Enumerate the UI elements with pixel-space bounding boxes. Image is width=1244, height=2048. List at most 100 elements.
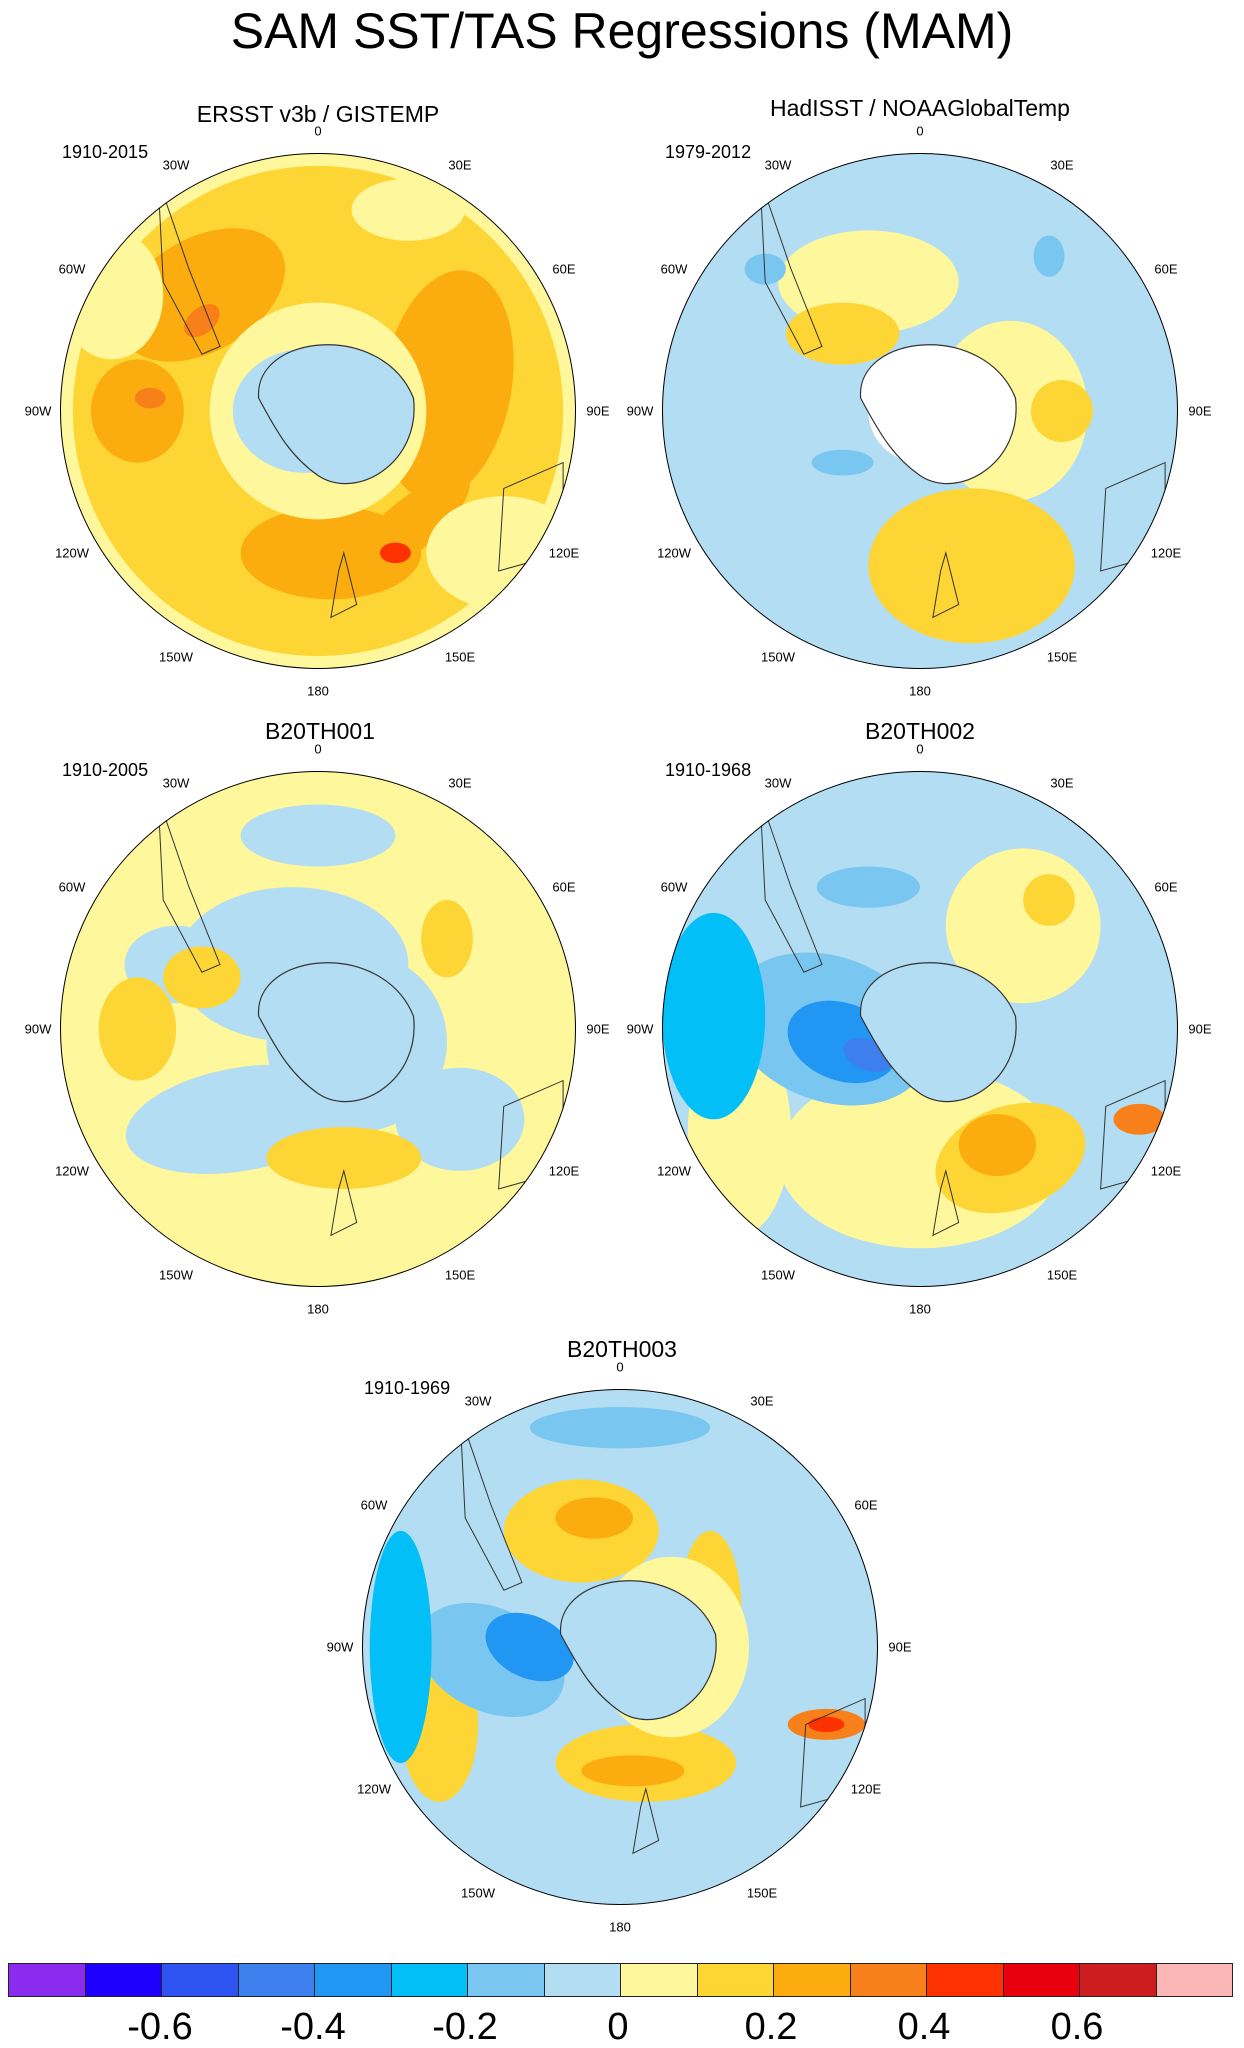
longitude-label: 90W	[626, 1021, 654, 1037]
map-border	[60, 153, 576, 669]
south-america-outline	[759, 796, 823, 973]
contour-region	[351, 178, 466, 241]
polar-map	[662, 153, 1178, 669]
longitude-label: 90E	[888, 1639, 912, 1655]
colorbar-cell	[390, 1963, 468, 1997]
colorbar-cell	[1079, 1963, 1157, 1997]
contour-region	[1023, 874, 1075, 926]
period-label: 1910-1969	[364, 1378, 451, 1398]
south-america-outline	[459, 1414, 523, 1591]
longitude-label: 30E	[1050, 775, 1074, 791]
south-america-outline	[759, 178, 823, 355]
panel-title: ERSST v3b / GISTEMP	[196, 101, 440, 127]
new-zealand-outline	[330, 1168, 358, 1237]
longitude-label: 60W	[660, 879, 688, 895]
longitude-label: 150W	[761, 649, 795, 665]
longitude-label: 0	[916, 123, 924, 139]
longitude-label: 30W	[764, 157, 792, 173]
contour-region	[1113, 1103, 1166, 1135]
longitude-label: 120W	[657, 545, 692, 561]
longitude-label: 30E	[1050, 157, 1074, 173]
new-zealand-outline	[932, 1168, 960, 1237]
contour-region	[785, 302, 900, 365]
colorbar-cell	[1002, 1963, 1080, 1997]
polar-map	[362, 1389, 878, 1905]
contour-region	[346, 473, 470, 581]
colorbar-label: 0	[607, 2006, 629, 2048]
longitude-label: 180	[909, 1301, 931, 1317]
antarctica-outline	[258, 344, 415, 485]
colorbar-cell	[1155, 1963, 1233, 1997]
longitude-label: 150W	[761, 1267, 795, 1283]
longitude-label: 60E	[552, 261, 576, 277]
longitude-label: 120E	[1150, 1163, 1182, 1179]
colorbar-cell	[696, 1963, 774, 1997]
longitude-label: 30E	[750, 1393, 774, 1409]
longitude-label: 0	[616, 1359, 624, 1375]
colorbar-cell	[849, 1963, 927, 1997]
longitude-label: 60E	[552, 879, 576, 895]
longitude-label: 120W	[55, 545, 90, 561]
contour-region	[868, 488, 1075, 644]
colorbar-label: 0.2	[744, 2006, 798, 2048]
contour-region	[118, 228, 286, 362]
colorbar-cell	[467, 1963, 545, 1997]
longitude-label: 0	[314, 123, 322, 139]
map-border	[662, 771, 1178, 1287]
longitude-label: 150E	[444, 649, 476, 665]
contour-region	[421, 900, 473, 978]
longitude-label: 180	[609, 1919, 631, 1935]
south-america-outline	[157, 796, 221, 973]
colorbar-label: 0.4	[897, 2006, 951, 2048]
longitude-label: 120W	[357, 1781, 392, 1797]
longitude-label: 30E	[448, 775, 472, 791]
longitude-label: 60W	[58, 879, 86, 895]
panel-title: B20TH003	[567, 1336, 677, 1362]
map-border	[362, 1389, 878, 1905]
panel-title: B20TH001	[265, 718, 375, 744]
contour-region	[1033, 235, 1065, 277]
contour-region	[811, 449, 874, 476]
longitude-label: 180	[307, 683, 329, 699]
contour-region	[744, 253, 786, 285]
new-zealand-outline	[632, 1786, 660, 1855]
longitude-label: 120E	[548, 1163, 580, 1179]
longitude-label: 150E	[746, 1885, 778, 1901]
contour-region	[240, 804, 396, 867]
longitude-label: 60W	[660, 261, 688, 277]
contour-region	[816, 866, 920, 908]
longitude-label: 0	[314, 741, 322, 757]
contour-region	[581, 1755, 685, 1787]
period-label: 1910-2015	[62, 142, 149, 162]
longitude-label: 150W	[461, 1885, 495, 1901]
colorbar-label: -0.4	[280, 2006, 346, 2048]
longitude-label: 90W	[626, 403, 654, 419]
longitude-label: 30W	[162, 775, 190, 791]
contour-region	[266, 1127, 422, 1189]
figure-title: SAM SST/TAS Regressions (MAM)	[230, 3, 1014, 59]
longitude-label: 120E	[1150, 545, 1182, 561]
longitude-label: 60E	[1154, 879, 1178, 895]
longitude-label: 150E	[1046, 649, 1078, 665]
contour-region	[90, 359, 184, 463]
contour-region	[958, 1114, 1037, 1177]
contour-region	[395, 1067, 525, 1171]
colorbar-cell	[773, 1963, 851, 1997]
colorbar-cell	[543, 1963, 621, 1997]
colorbar	[8, 1963, 1233, 1999]
longitude-label: 30W	[764, 775, 792, 791]
longitude-label: 0	[916, 741, 924, 757]
antarctica-outline	[258, 962, 415, 1103]
longitude-label: 150E	[1046, 1267, 1078, 1283]
period-label: 1910-1968	[665, 760, 752, 780]
contour-region	[60, 230, 164, 360]
contour-region	[1030, 380, 1093, 442]
longitude-label: 60E	[854, 1497, 878, 1513]
contour-region	[369, 1530, 432, 1764]
contour-region	[379, 542, 411, 564]
polar-map	[60, 153, 576, 669]
longitude-label: 150W	[159, 649, 193, 665]
new-zealand-outline	[932, 550, 960, 619]
contour-region	[184, 304, 220, 338]
colorbar-cell	[8, 1963, 86, 1997]
